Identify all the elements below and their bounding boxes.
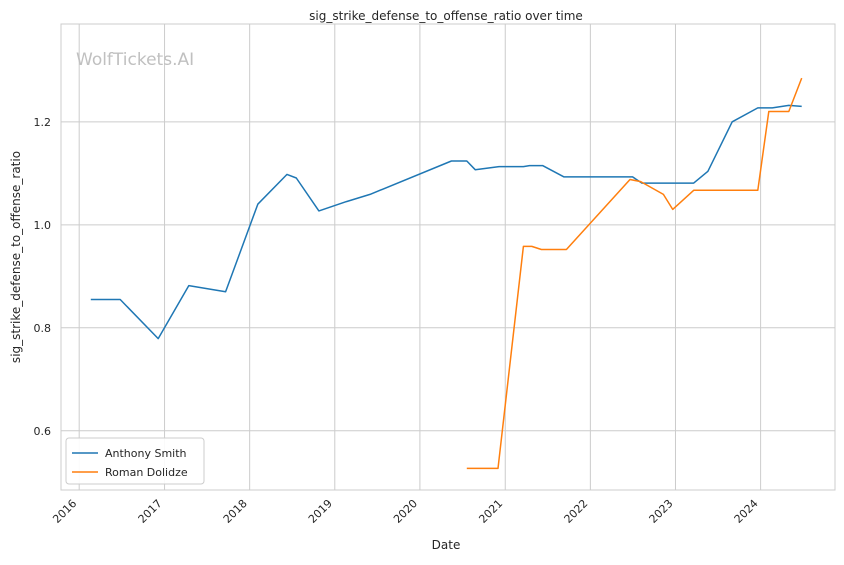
y-tick-label: 1.0 bbox=[34, 219, 52, 232]
chart-title: sig_strike_defense_to_offense_ratio over… bbox=[309, 9, 583, 23]
legend-box bbox=[65, 437, 205, 485]
series-line-roman-dolidze bbox=[466, 77, 803, 470]
series-lines bbox=[90, 77, 803, 470]
series-line-anthony-smith bbox=[90, 104, 802, 340]
x-axis-label: Date bbox=[432, 538, 461, 552]
legend-label-roman-dolidze: Roman Dolidze bbox=[105, 466, 188, 479]
y-axis-ticks: 0.6 0.8 1.0 1.2 bbox=[34, 116, 52, 438]
y-axis-label: sig_strike_defense_to_offense_ratio bbox=[9, 151, 23, 363]
y-tick-label: 0.8 bbox=[34, 322, 52, 335]
legend-label-anthony-smith: Anthony Smith bbox=[105, 447, 187, 460]
legend: Anthony Smith Roman Dolidze bbox=[65, 437, 205, 485]
y-tick-label: 0.6 bbox=[34, 425, 52, 438]
grid-lines bbox=[61, 24, 835, 490]
y-tick-label: 1.2 bbox=[34, 116, 52, 129]
plot-frame bbox=[60, 23, 836, 491]
watermark: WolfTickets.AI bbox=[76, 50, 194, 70]
